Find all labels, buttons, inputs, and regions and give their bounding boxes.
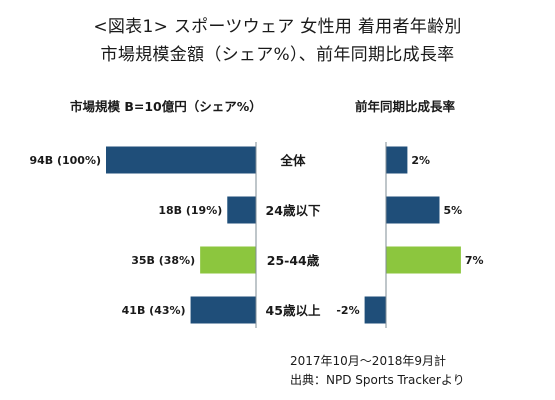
growth-rate-bar	[386, 196, 440, 224]
market-size-bar	[200, 246, 256, 274]
market-size-panel-title: 市場規模 B=10億円（シェア%）	[70, 99, 262, 114]
growth-rate-bar	[364, 296, 386, 324]
chart-title-line1: <図表1> スポーツウェア 女性用 着用者年齢別	[93, 17, 462, 37]
market-size-data-label: 94B (100%)	[29, 154, 101, 167]
growth-rate-data-label: 5%	[444, 204, 463, 217]
category-label: 全体	[279, 153, 306, 168]
market-size-data-label: 41B (43%)	[122, 304, 186, 317]
footnote-source: 出典：NPD Sports Trackerより	[290, 373, 465, 387]
category-label: 24歳以下	[266, 203, 321, 218]
growth-rate-data-label: -2%	[336, 304, 359, 317]
category-label: 45歳以上	[266, 303, 321, 318]
chart-title-line2: 市場規模金額（シェア%）、前年同期比成長率	[100, 45, 455, 65]
footnote-period: 2017年10月～2018年9月計	[290, 354, 446, 368]
growth-rate-data-label: 2%	[411, 154, 430, 167]
market-size-bar	[190, 296, 256, 324]
growth-rate-data-label: 7%	[465, 254, 484, 267]
growth-rate-bar	[386, 146, 408, 174]
market-size-data-label: 35B (38%)	[131, 254, 195, 267]
growth-rate-bar	[386, 246, 461, 274]
market-size-bar	[106, 146, 256, 174]
growth-panel-title: 前年同期比成長率	[355, 99, 456, 114]
category-label: 25-44歳	[267, 253, 320, 268]
market-size-data-label: 18B (19%)	[158, 204, 222, 217]
market-size-bar	[227, 196, 256, 224]
